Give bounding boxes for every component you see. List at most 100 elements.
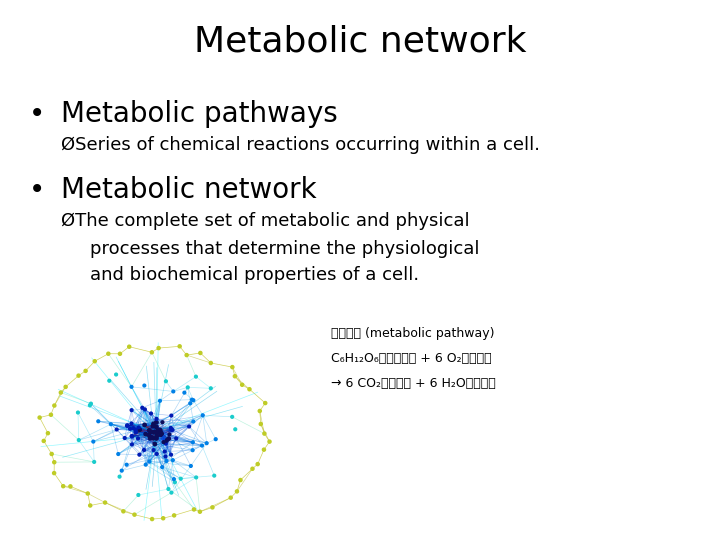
- Point: [138, 446, 150, 454]
- Point: [153, 426, 165, 435]
- Point: [148, 446, 159, 454]
- Point: [114, 472, 125, 481]
- Point: [117, 507, 129, 516]
- Point: [168, 475, 180, 483]
- Point: [48, 458, 60, 467]
- Point: [161, 436, 172, 445]
- Point: [150, 418, 162, 427]
- Point: [89, 357, 101, 366]
- Point: [110, 370, 122, 379]
- Point: [49, 401, 60, 410]
- Point: [147, 422, 158, 430]
- Point: [258, 446, 270, 454]
- Point: [132, 491, 144, 500]
- Point: [184, 399, 196, 408]
- Point: [38, 437, 50, 445]
- Text: Metabolic network: Metabolic network: [61, 176, 317, 204]
- Point: [264, 437, 275, 446]
- Point: [102, 349, 114, 358]
- Point: [166, 411, 177, 420]
- Point: [225, 494, 236, 502]
- Point: [122, 421, 133, 430]
- Point: [65, 482, 76, 491]
- Point: [130, 428, 142, 436]
- Point: [160, 439, 171, 448]
- Point: [259, 399, 271, 407]
- Point: [197, 441, 208, 450]
- Point: [80, 367, 91, 375]
- Point: [88, 437, 99, 446]
- Point: [145, 428, 156, 436]
- Point: [243, 385, 255, 394]
- Point: [140, 430, 151, 438]
- Point: [156, 463, 168, 471]
- Point: [187, 438, 199, 447]
- Point: [158, 438, 169, 447]
- Point: [60, 382, 71, 391]
- Point: [166, 488, 177, 497]
- Text: processes that determine the physiological: processes that determine the physiologic…: [90, 240, 480, 258]
- Point: [145, 433, 157, 442]
- Point: [150, 423, 162, 431]
- Point: [133, 423, 145, 431]
- Point: [73, 372, 84, 380]
- Point: [126, 432, 138, 441]
- Point: [148, 428, 159, 436]
- Point: [205, 359, 217, 367]
- Point: [139, 421, 150, 429]
- Text: Metabolic pathways: Metabolic pathways: [61, 100, 338, 128]
- Point: [99, 498, 111, 507]
- Text: •: •: [29, 176, 45, 204]
- Point: [169, 478, 181, 487]
- Point: [149, 428, 161, 436]
- Text: C₆H₁₂O₆（水溶液） + 6 O₂（氣態）: C₆H₁₂O₆（水溶液） + 6 O₂（氣態）: [331, 352, 492, 365]
- Point: [143, 426, 155, 435]
- Point: [151, 431, 163, 440]
- Text: 有氧呀吸 (metabolic pathway): 有氧呀吸 (metabolic pathway): [331, 327, 495, 340]
- Point: [105, 420, 117, 429]
- Point: [205, 384, 217, 393]
- Point: [144, 434, 156, 443]
- Point: [143, 431, 155, 440]
- Point: [42, 429, 54, 437]
- Point: [157, 418, 168, 427]
- Point: [55, 388, 66, 397]
- Point: [146, 515, 158, 523]
- Point: [190, 473, 202, 482]
- Text: ØSeries of chemical reactions occurring within a cell.: ØSeries of chemical reactions occurring …: [61, 136, 540, 154]
- Point: [121, 461, 132, 469]
- Point: [82, 489, 94, 498]
- Point: [125, 424, 136, 433]
- Point: [153, 344, 164, 353]
- Point: [73, 436, 84, 444]
- Point: [226, 413, 238, 421]
- Point: [152, 427, 163, 435]
- Point: [150, 434, 162, 443]
- Point: [160, 452, 171, 461]
- Point: [168, 511, 180, 519]
- Point: [175, 475, 186, 483]
- Point: [48, 469, 60, 477]
- Point: [34, 413, 45, 422]
- Point: [85, 399, 96, 408]
- Point: [58, 482, 69, 490]
- Point: [171, 434, 182, 443]
- Point: [185, 462, 197, 470]
- Point: [123, 342, 135, 351]
- Point: [210, 435, 222, 443]
- Point: [201, 439, 212, 448]
- Point: [168, 387, 179, 396]
- Point: [194, 349, 206, 357]
- Point: [139, 381, 150, 390]
- Point: [161, 436, 173, 444]
- Point: [150, 415, 162, 423]
- Point: [182, 383, 194, 391]
- Point: [140, 461, 151, 469]
- Point: [143, 457, 155, 466]
- Point: [184, 422, 195, 431]
- Point: [190, 372, 202, 381]
- Point: [134, 450, 145, 459]
- Point: [174, 342, 186, 350]
- Point: [188, 505, 199, 514]
- Point: [130, 426, 141, 434]
